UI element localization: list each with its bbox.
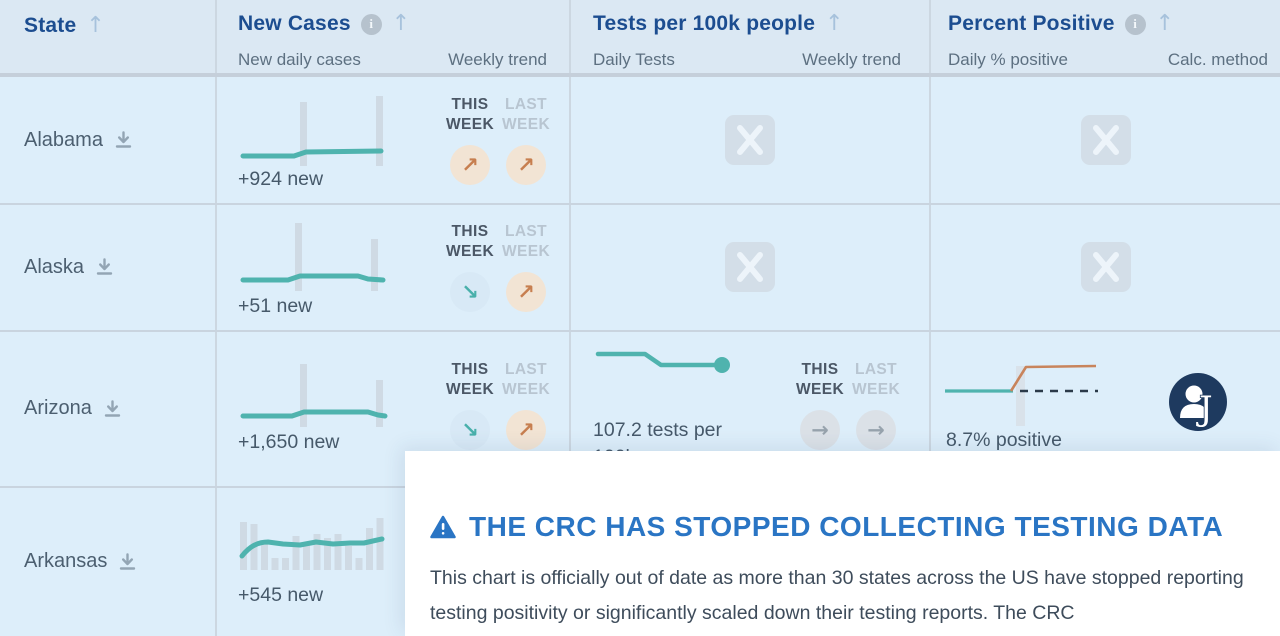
column-divider xyxy=(929,0,931,636)
sort-asc-icon[interactable]: ↑ xyxy=(1155,11,1175,36)
this-week-label: THIS WEEK xyxy=(445,96,495,133)
table-row-state: Arkansas xyxy=(24,487,136,636)
new-cases-value: +1,650 new xyxy=(238,431,340,453)
sort-asc-icon[interactable]: ↑ xyxy=(86,13,105,38)
new-cases-sparkline xyxy=(240,96,384,166)
download-icon[interactable] xyxy=(119,552,136,571)
subheader-daily-percent: Daily % positive xyxy=(948,50,1068,69)
trend-up-icon: ↗ xyxy=(506,410,546,450)
last-week-label: LAST WEEK xyxy=(851,361,901,398)
notice-body-text: This chart is officially out of date as … xyxy=(430,567,1244,624)
header-new-cases[interactable]: New Cases i ↑ xyxy=(238,12,410,36)
avatar-letter: J xyxy=(1196,389,1213,429)
state-name: Arkansas xyxy=(24,550,108,572)
row-divider xyxy=(0,203,1280,205)
sort-asc-icon[interactable]: ↑ xyxy=(391,11,411,36)
subheader-weekly-trend: Weekly trend xyxy=(448,50,547,69)
state-name: Arizona xyxy=(24,397,92,419)
subheader-calc-method: Calc. method xyxy=(1167,50,1268,69)
new-cases-value: +924 new xyxy=(238,168,324,190)
header-state-label: State xyxy=(24,14,77,37)
new-cases-value: +51 new xyxy=(238,295,313,317)
sort-asc-icon[interactable]: ↑ xyxy=(825,11,844,36)
percent-positive-sparkline xyxy=(945,364,1098,426)
header-percent-label: Percent Positive xyxy=(948,12,1115,35)
new-cases-bar-sparkline xyxy=(239,518,385,570)
new-cases-sparkline xyxy=(240,223,386,291)
this-week-label: THIS WEEK xyxy=(445,223,495,260)
last-week-label: LAST WEEK xyxy=(501,223,551,260)
no-data-icon xyxy=(1081,115,1131,165)
notice-title: THE CRC HAS STOPPED COLLECTING TESTING D… xyxy=(430,511,1223,543)
header-state[interactable]: State ↑ xyxy=(24,14,105,38)
notice-title-text: THE CRC HAS STOPPED COLLECTING TESTING D… xyxy=(469,511,1224,542)
subheader-daily-tests: Daily Tests xyxy=(593,50,675,69)
no-data-icon xyxy=(1081,242,1131,292)
trend-up-icon: ↗ xyxy=(506,145,546,185)
header-tests[interactable]: Tests per 100k people ↑ xyxy=(593,12,844,36)
header-percent[interactable]: Percent Positive i ↑ xyxy=(948,12,1174,36)
last-week-label: LAST WEEK xyxy=(501,96,551,133)
tests-sparkline xyxy=(595,351,730,373)
weekly-trend-indicator: THIS WEEK ↘ LAST WEEK ↗ xyxy=(444,222,552,312)
new-cases-value: +545 new xyxy=(238,584,324,606)
info-icon[interactable]: i xyxy=(360,13,382,35)
download-icon[interactable] xyxy=(104,399,121,418)
this-week-label: THIS WEEK xyxy=(445,361,495,398)
last-week-label: LAST WEEK xyxy=(501,361,551,398)
subheader-new-cases: New daily cases Weekly trend xyxy=(238,50,547,70)
subheader-new-daily-cases: New daily cases xyxy=(238,50,361,69)
warning-icon xyxy=(430,515,456,539)
trend-up-icon: ↗ xyxy=(506,272,546,312)
trend-flat-icon: → xyxy=(856,410,896,450)
user-avatar-button[interactable]: J xyxy=(1169,373,1227,431)
table-row-state: Alaska xyxy=(24,204,113,330)
row-divider xyxy=(0,330,1280,332)
trend-flat-icon: → xyxy=(800,410,840,450)
trend-up-icon: ↗ xyxy=(450,145,490,185)
table-row-state: Arizona xyxy=(24,331,121,486)
weekly-trend-indicator: THIS WEEK ↘ LAST WEEK ↗ xyxy=(444,360,552,450)
subheader-weekly-trend: Weekly trend xyxy=(802,50,901,69)
column-divider xyxy=(569,0,571,636)
crc-notice-panel: THE CRC HAS STOPPED COLLECTING TESTING D… xyxy=(405,451,1280,636)
download-icon[interactable] xyxy=(96,258,113,276)
subheader-tests: Daily Tests Weekly trend xyxy=(593,50,901,70)
trend-down-icon: ↘ xyxy=(450,272,490,312)
header-tests-label: Tests per 100k people xyxy=(593,12,816,35)
subheader-percent: Daily % positive Calc. method xyxy=(948,50,1268,70)
weekly-trend-indicator: THIS WEEK → LAST WEEK → xyxy=(794,360,902,450)
weekly-trend-indicator: THIS WEEK ↗ LAST WEEK ↗ xyxy=(444,95,552,185)
header-divider xyxy=(0,73,1280,77)
column-divider xyxy=(215,0,217,636)
download-icon[interactable] xyxy=(115,131,132,149)
table-row-state: Alabama xyxy=(24,77,132,203)
header-new-cases-label: New Cases xyxy=(238,12,351,35)
percent-positive-value: 8.7% positive xyxy=(946,429,1062,451)
new-cases-sparkline xyxy=(240,364,388,427)
trend-down-icon: ↘ xyxy=(450,410,490,450)
state-name: Alabama xyxy=(24,128,103,151)
table-header-background xyxy=(0,0,1280,74)
state-name: Alaska xyxy=(24,255,85,278)
this-week-label: THIS WEEK xyxy=(795,361,845,398)
no-data-icon xyxy=(725,242,775,292)
no-data-icon xyxy=(725,115,775,165)
info-icon[interactable]: i xyxy=(1124,13,1146,35)
